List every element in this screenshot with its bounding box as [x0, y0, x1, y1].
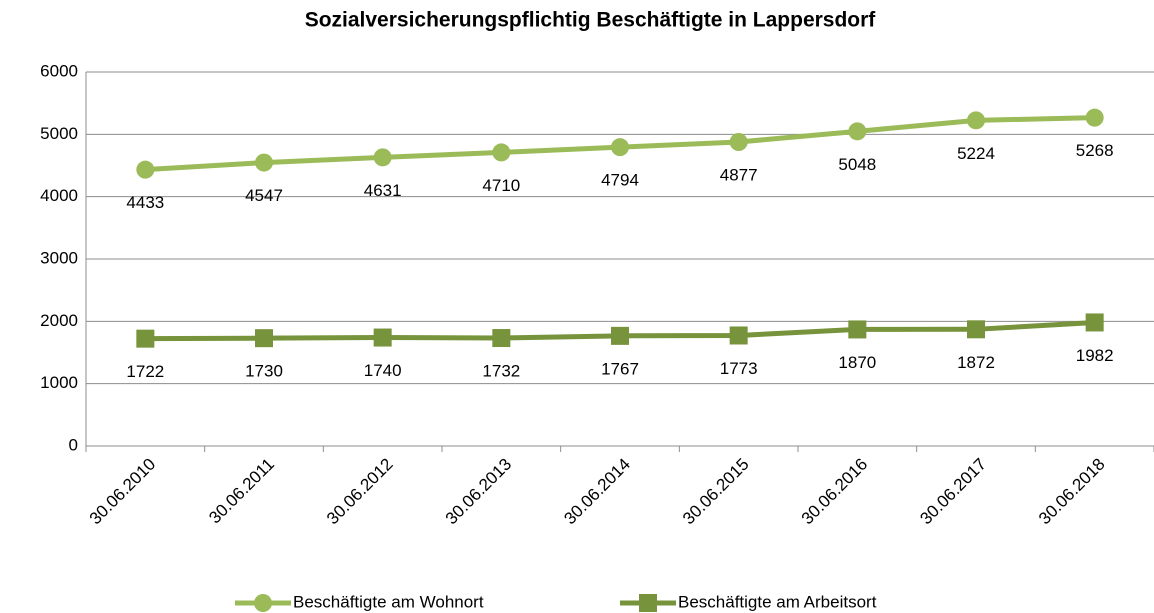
data-label: 1872 — [957, 353, 995, 372]
data-label: 1767 — [601, 359, 639, 378]
data-point — [848, 122, 867, 141]
data-label: 4547 — [245, 186, 283, 205]
y-tick-label: 4000 — [40, 186, 78, 205]
data-point — [967, 111, 985, 130]
data-point — [255, 153, 273, 172]
data-point — [967, 320, 985, 339]
data-label: 5048 — [838, 155, 876, 174]
data-label: 4794 — [601, 171, 639, 190]
data-label: 5268 — [1076, 141, 1114, 160]
data-label: 1870 — [838, 353, 876, 372]
data-label: 1982 — [1076, 346, 1114, 365]
data-point — [729, 133, 748, 152]
data-label: 4433 — [126, 193, 164, 212]
data-point — [373, 148, 392, 167]
x-tick-label: 30.06.2015 — [679, 455, 753, 529]
chart-title: Sozialversicherungspflichtig Beschäftigt… — [305, 9, 877, 32]
data-point — [1085, 108, 1104, 127]
y-tick-label: 3000 — [40, 248, 78, 267]
y-tick-label: 5000 — [40, 124, 78, 143]
data-label: 1722 — [126, 362, 164, 381]
legend-marker — [254, 594, 272, 612]
legend-label: Beschäftigte am Arbeitsort — [678, 592, 877, 611]
data-point — [611, 138, 629, 157]
x-tick-label: 30.06.2017 — [916, 455, 990, 529]
data-point — [492, 143, 511, 162]
data-label: 1730 — [245, 362, 283, 381]
data-label: 1773 — [720, 359, 758, 378]
data-point — [255, 329, 273, 348]
data-label: 1740 — [364, 361, 402, 380]
data-point — [1085, 313, 1104, 332]
x-tick-label: 30.06.2013 — [442, 455, 516, 529]
x-tick-label: 30.06.2018 — [1035, 455, 1109, 529]
legend-marker — [639, 594, 657, 612]
data-label: 5224 — [957, 144, 995, 163]
data-label: 4710 — [482, 176, 520, 195]
y-tick-label: 0 — [69, 435, 78, 454]
x-tick-label: 30.06.2011 — [205, 455, 278, 528]
x-tick-label: 30.06.2010 — [86, 455, 160, 529]
y-tick-label: 2000 — [40, 311, 78, 330]
x-tick-label: 30.06.2012 — [323, 455, 397, 529]
data-label: 1732 — [482, 362, 520, 381]
x-tick-label: 30.06.2016 — [798, 455, 872, 529]
x-tick-label: 30.06.2014 — [560, 455, 634, 529]
legend-label: Beschäftigte am Wohnort — [293, 592, 484, 611]
data-label: 4877 — [720, 165, 758, 184]
data-point — [373, 328, 392, 347]
data-point — [136, 160, 155, 179]
data-point — [492, 329, 511, 348]
data-point — [611, 326, 629, 345]
y-tick-label: 1000 — [40, 373, 78, 392]
data-point — [848, 320, 867, 339]
y-tick-label: 6000 — [40, 61, 78, 80]
data-point — [729, 326, 748, 345]
data-label: 4631 — [364, 181, 402, 200]
data-point — [136, 329, 155, 348]
